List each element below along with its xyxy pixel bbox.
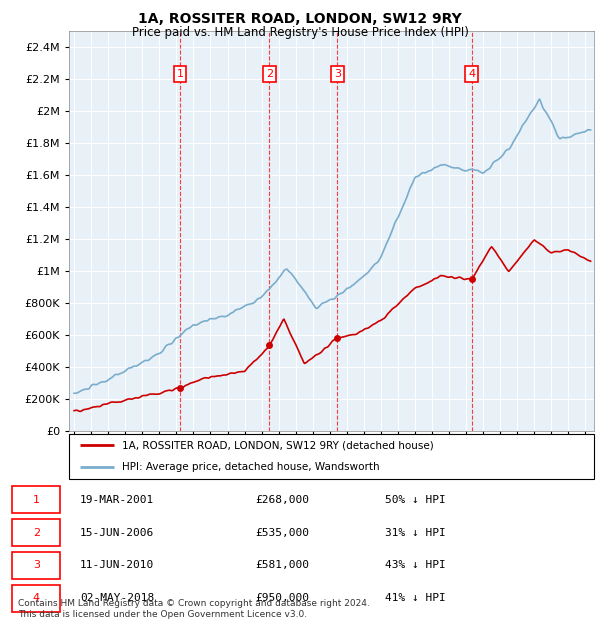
Text: 1A, ROSSITER ROAD, LONDON, SW12 9RY: 1A, ROSSITER ROAD, LONDON, SW12 9RY: [138, 12, 462, 27]
FancyBboxPatch shape: [13, 552, 61, 579]
Text: 4: 4: [33, 593, 40, 603]
Text: Contains HM Land Registry data © Crown copyright and database right 2024.
This d: Contains HM Land Registry data © Crown c…: [18, 600, 370, 619]
Text: 1: 1: [176, 69, 184, 79]
Text: 15-JUN-2006: 15-JUN-2006: [80, 528, 154, 538]
Text: £581,000: £581,000: [255, 560, 309, 570]
FancyBboxPatch shape: [13, 585, 61, 612]
Text: 43% ↓ HPI: 43% ↓ HPI: [385, 560, 445, 570]
Text: 50% ↓ HPI: 50% ↓ HPI: [385, 495, 445, 505]
Text: Price paid vs. HM Land Registry's House Price Index (HPI): Price paid vs. HM Land Registry's House …: [131, 26, 469, 39]
FancyBboxPatch shape: [13, 519, 61, 546]
Text: HPI: Average price, detached house, Wandsworth: HPI: Average price, detached house, Wand…: [121, 463, 379, 472]
Text: 2: 2: [33, 528, 40, 538]
FancyBboxPatch shape: [69, 434, 594, 479]
Text: 3: 3: [33, 560, 40, 570]
Text: 1: 1: [33, 495, 40, 505]
Text: 4: 4: [468, 69, 475, 79]
Text: £268,000: £268,000: [255, 495, 309, 505]
Text: 3: 3: [334, 69, 341, 79]
Text: 19-MAR-2001: 19-MAR-2001: [80, 495, 154, 505]
Text: 02-MAY-2018: 02-MAY-2018: [80, 593, 154, 603]
Text: 31% ↓ HPI: 31% ↓ HPI: [385, 528, 445, 538]
Text: 2: 2: [266, 69, 273, 79]
Text: 41% ↓ HPI: 41% ↓ HPI: [385, 593, 445, 603]
Text: 11-JUN-2010: 11-JUN-2010: [80, 560, 154, 570]
FancyBboxPatch shape: [13, 486, 61, 513]
Text: £535,000: £535,000: [255, 528, 309, 538]
Text: £950,000: £950,000: [255, 593, 309, 603]
Text: 1A, ROSSITER ROAD, LONDON, SW12 9RY (detached house): 1A, ROSSITER ROAD, LONDON, SW12 9RY (det…: [121, 440, 433, 450]
